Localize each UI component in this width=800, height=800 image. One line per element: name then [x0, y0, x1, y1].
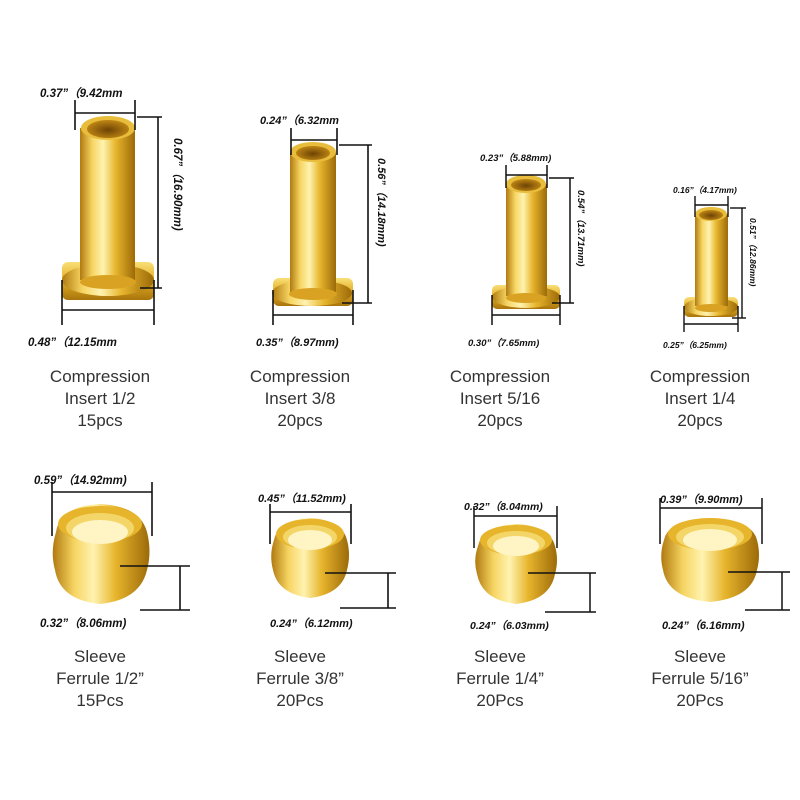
product-quantity: 20pcs	[477, 411, 523, 430]
sleeve-illustration: 0.32”（8.04mm) 0.24”（6.03mm)	[464, 500, 596, 632]
insert-card: 0.24”（6.32mm 0.56”（14.18mm) 0.35”（8.97mm…	[200, 0, 400, 440]
insert-height-dimension: 0.56”（14.18mm)	[375, 158, 388, 247]
insert-height-dimension: 0.67”（16.90mm)	[171, 138, 185, 231]
insert-illustration: 0.24”（6.32mm 0.56”（14.18mm) 0.35”（8.97mm…	[256, 114, 388, 349]
insert-card: 0.16”（4.17mm) 0.51”（12.86mm) 0.25”（6.25m…	[600, 0, 800, 440]
insert-card: 0.23”（5.88mm) 0.54”（13.71mm) 0.30”（7.65m…	[400, 0, 600, 440]
sleeve-illustration: 0.45”（11.52mm) 0.24”（6.12mm)	[258, 492, 396, 630]
sleeve-top-dimension: 0.32”（8.04mm)	[464, 500, 543, 513]
sleeve-height-dimension: 0.24”（6.03mm)	[470, 619, 549, 632]
insert-bottom-dimension: 0.30”（7.65mm)	[468, 337, 539, 349]
insert-caption: Compression Insert 1/4 20pcs	[600, 366, 800, 432]
insert-top-dimension: 0.24”（6.32mm	[260, 114, 339, 127]
sleeve-caption: Sleeve Ferrule 1/4” 20Pcs	[400, 646, 600, 712]
product-name-line1: Compression	[649, 367, 751, 386]
sleeve-card: 0.45”（11.52mm) 0.24”（6.12mm) Sleeve Ferr…	[200, 440, 400, 800]
product-quantity: 15pcs	[77, 411, 123, 430]
sleeve-top-dimension: 0.45”（11.52mm)	[258, 492, 346, 505]
insert-bottom-dimension: 0.48”（12.15mm	[28, 335, 117, 349]
sleeve-card: 0.39”（9.90mm) 0.24”（6.16mm) Sleeve Ferru…	[600, 440, 800, 800]
sleeve-caption: Sleeve Ferrule 5/16” 20Pcs	[600, 646, 800, 712]
product-name-line2: Insert 5/16	[459, 389, 541, 408]
sleeve-top-dimension: 0.39”（9.90mm)	[660, 493, 743, 506]
product-quantity: 15Pcs	[76, 691, 124, 710]
insert-card: 0.37”（9.42mm 0.67”（16.90mm) 0.48”（12.15m…	[0, 0, 200, 440]
sleeve-height-dimension: 0.24”（6.16mm)	[662, 619, 745, 632]
insert-illustration: 0.37”（9.42mm 0.67”（16.90mm) 0.48”（12.15m…	[28, 86, 185, 349]
product-quantity: 20pcs	[277, 411, 323, 430]
sleeve-height-dimension: 0.32”（8.06mm)	[40, 616, 126, 630]
product-name-line1: Sleeve	[474, 647, 526, 666]
insert-bottom-dimension: 0.35”（8.97mm)	[256, 336, 339, 349]
product-name-line2: Ferrule 1/4”	[456, 669, 544, 688]
insert-height-dimension: 0.54”（13.71mm)	[575, 190, 587, 267]
product-name-line1: Sleeve	[674, 647, 726, 666]
sleeve-illustration: 0.59”（14.92mm) 0.32”（8.06mm)	[34, 473, 190, 630]
insert-caption: Compression Insert 1/2 15pcs	[0, 366, 200, 432]
product-name-line1: Compression	[449, 367, 551, 386]
insert-top-dimension: 0.16”（4.17mm)	[673, 185, 737, 195]
product-quantity: 20pcs	[677, 411, 723, 430]
insert-height-dimension: 0.51”（12.86mm)	[748, 218, 758, 287]
sleeve-top-dimension: 0.59”（14.92mm)	[34, 473, 127, 487]
product-name-line1: Sleeve	[274, 647, 326, 666]
insert-top-dimension: 0.23”（5.88mm)	[480, 152, 551, 164]
product-name-line2: Ferrule 5/16”	[651, 669, 749, 688]
sleeve-card: 0.59”（14.92mm) 0.32”（8.06mm) Sleeve Ferr…	[0, 440, 200, 800]
insert-bottom-dimension: 0.25”（6.25mm)	[663, 340, 727, 350]
sleeve-illustration: 0.39”（9.90mm) 0.24”（6.16mm)	[659, 493, 790, 632]
product-quantity: 20Pcs	[276, 691, 324, 710]
sleeve-caption: Sleeve Ferrule 3/8” 20Pcs	[200, 646, 400, 712]
insert-illustration: 0.23”（5.88mm) 0.54”（13.71mm) 0.30”（7.65m…	[468, 152, 587, 349]
product-name-line1: Compression	[249, 367, 351, 386]
insert-caption: Compression Insert 3/8 20pcs	[200, 366, 400, 432]
sleeve-height-dimension: 0.24”（6.12mm)	[270, 617, 353, 630]
product-name-line2: Insert 1/4	[664, 389, 736, 408]
insert-illustration: 0.16”（4.17mm) 0.51”（12.86mm) 0.25”（6.25m…	[663, 185, 758, 350]
product-quantity: 20Pcs	[676, 691, 724, 710]
sleeve-card: 0.32”（8.04mm) 0.24”（6.03mm) Sleeve Ferru…	[400, 440, 600, 800]
product-name-line2: Insert 1/2	[64, 389, 136, 408]
product-name-line2: Insert 3/8	[264, 389, 336, 408]
product-name-line1: Sleeve	[74, 647, 126, 666]
insert-caption: Compression Insert 5/16 20pcs	[400, 366, 600, 432]
insert-top-dimension: 0.37”（9.42mm	[40, 86, 122, 100]
product-name-line2: Ferrule 3/8”	[256, 669, 344, 688]
product-name-line1: Compression	[49, 367, 151, 386]
sleeve-caption: Sleeve Ferrule 1/2” 15Pcs	[0, 646, 200, 712]
product-quantity: 20Pcs	[476, 691, 524, 710]
product-name-line2: Ferrule 1/2”	[56, 669, 144, 688]
